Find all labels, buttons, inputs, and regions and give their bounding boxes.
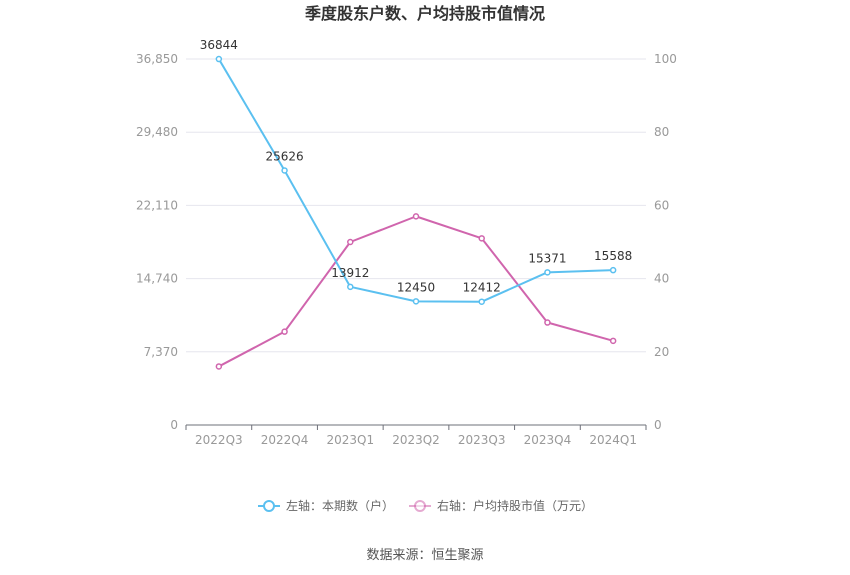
- data-point: [412, 213, 420, 220]
- source-note: 数据来源：恒生聚源: [366, 548, 483, 563]
- x-tick-label: 2023Q4: [524, 433, 572, 447]
- data-point: [478, 235, 485, 242]
- legend-label: 右轴：户均持股市值（万元）: [437, 498, 593, 513]
- data-point: [215, 55, 223, 63]
- x-axis: 2022Q3 2022Q4 2023Q1 2023Q2 2023Q3 2023Q4 2024…: [185, 424, 647, 447]
- legend-marker: [414, 500, 426, 512]
- data-label: 12412: [463, 281, 501, 295]
- right-tick-label: 100: [654, 52, 677, 66]
- left-tick-label: 14,740: [136, 272, 178, 286]
- data-label: 36844: [200, 38, 238, 52]
- data-point: [412, 298, 420, 305]
- data-point: [609, 337, 617, 345]
- x-tick-label: 2024Q1: [589, 433, 637, 447]
- legend-marker: [263, 500, 275, 512]
- data-point: [544, 269, 551, 276]
- left-tick-label: 0: [170, 418, 178, 432]
- right-tick-label: 0: [654, 418, 662, 432]
- left-tick-label: 29,480: [136, 125, 178, 139]
- x-tick-label: 2022Q3: [195, 433, 243, 447]
- right-tick-label: 20: [654, 345, 669, 359]
- left-tick-label: 7,370: [144, 345, 178, 359]
- data-point: [347, 283, 354, 291]
- legend: 左轴：本期数（户） 右轴：户均持股市值（万元）: [258, 498, 593, 513]
- data-point: [281, 328, 288, 335]
- left-tick-label: 36,850: [136, 52, 178, 66]
- right-axis: 0 20 40 60 80 100: [654, 52, 677, 432]
- right-tick-label: 80: [654, 125, 669, 139]
- data-label: 12450: [397, 280, 435, 294]
- data-point: [609, 266, 617, 274]
- data-point: [478, 298, 485, 305]
- right-tick-label: 60: [654, 198, 669, 212]
- data-point: [347, 238, 354, 246]
- right-tick-label: 40: [654, 272, 669, 286]
- data-label: 13912: [331, 266, 369, 280]
- x-tick-label: 2022Q4: [261, 433, 309, 447]
- legend-label: 左轴：本期数（户）: [286, 498, 394, 513]
- data-point: [281, 167, 288, 174]
- data-label: 25626: [265, 149, 303, 163]
- left-tick-label: 22,110: [136, 198, 178, 212]
- grid: [186, 58, 646, 353]
- data-label: 15588: [594, 249, 632, 263]
- series-layer: 36844 25626 13912 12450 12412 15371 15588: [200, 38, 632, 370]
- x-tick-label: 2023Q3: [458, 433, 506, 447]
- x-tick-label: 2023Q2: [392, 433, 440, 447]
- x-tick-label: 2023Q1: [326, 433, 374, 447]
- chart-title: 季度股东户数、户均持股市值情况: [304, 4, 545, 23]
- left-axis: 0 7,370 14,740 22,110 29,480 36,850: [136, 52, 178, 432]
- data-label: 15371: [528, 251, 566, 265]
- data-point: [215, 363, 223, 370]
- data-point: [544, 319, 551, 326]
